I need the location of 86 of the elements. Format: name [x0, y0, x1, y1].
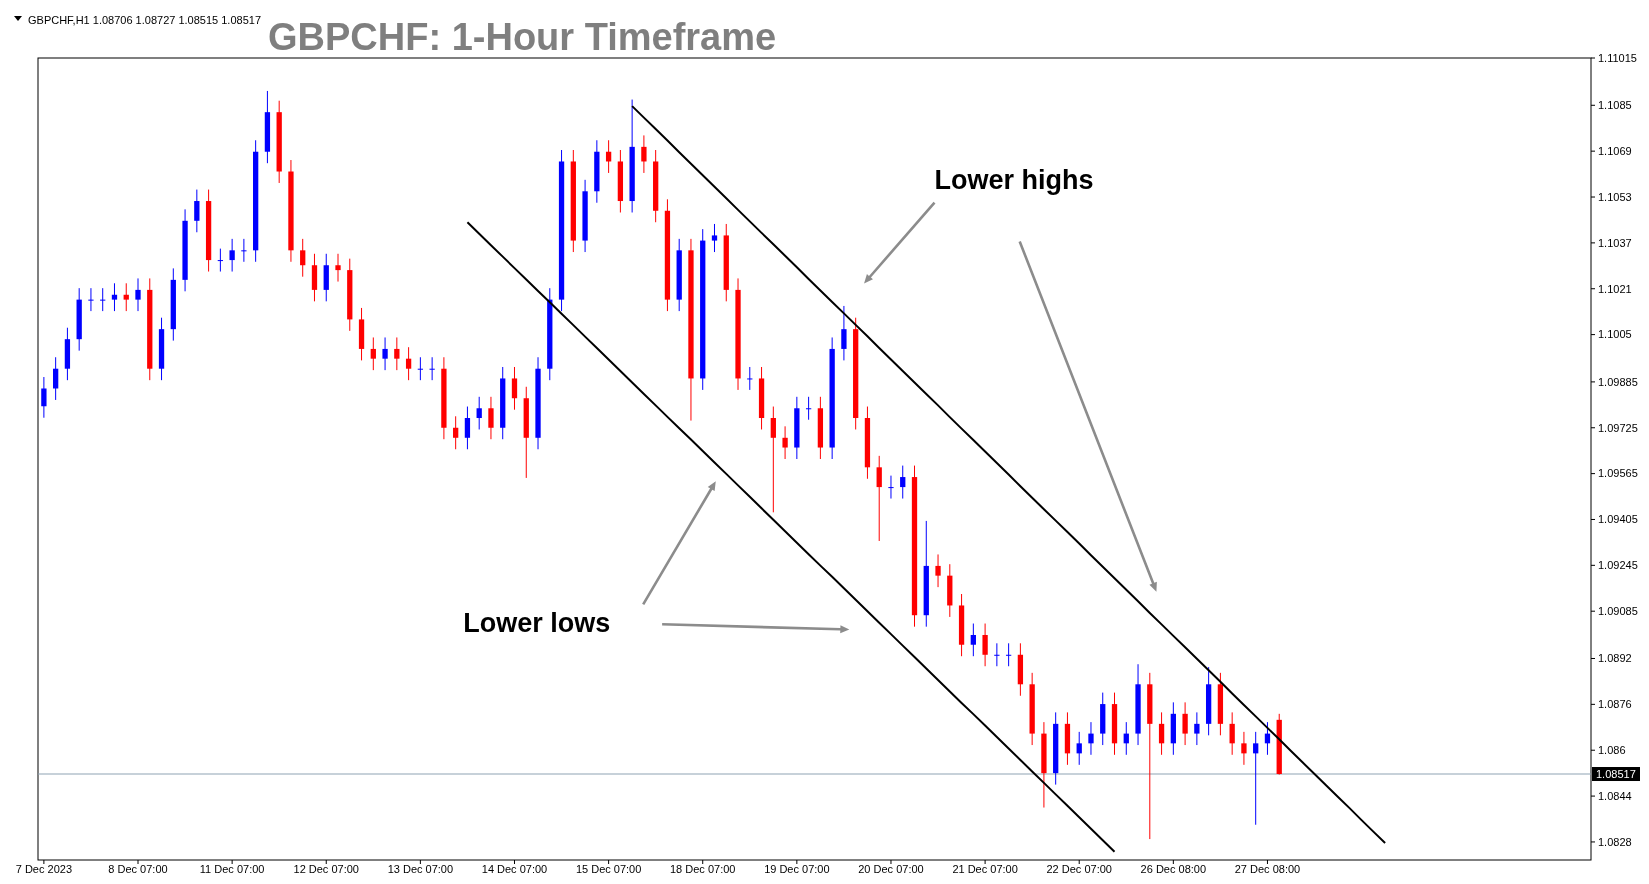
candlestick: [41, 376, 47, 419]
y-tick-label: 1.09405: [1598, 513, 1638, 526]
y-tick-label: 1.1053: [1598, 190, 1632, 203]
x-tick-label: 14 Dec 07:00: [481, 863, 548, 875]
y-tick-label: 1.09085: [1598, 605, 1638, 618]
x-tick-label: 18 Dec 07:00: [670, 863, 736, 875]
candlestick: [300, 238, 306, 278]
candlestick: [123, 282, 129, 312]
candlestick: [229, 238, 235, 273]
candlestick: [888, 475, 894, 500]
candlestick: [241, 238, 247, 263]
candlestick: [641, 134, 647, 174]
x-tick-label: 20 Dec 07:00: [858, 863, 924, 875]
candlestick: [511, 366, 518, 411]
text: GBPCHF,H1 1.08706 1.08727 1.08515 1.08517: [28, 14, 262, 26]
y-tick-label: 1.09565: [1598, 467, 1638, 480]
y-tick-label: 1.1085: [1598, 99, 1632, 112]
x-tick-label: 26 Dec 08:00: [1140, 863, 1207, 875]
candlestick: [476, 396, 482, 430]
candlestick: [970, 623, 976, 657]
candlestick: [194, 189, 200, 233]
candlestick: [405, 346, 412, 381]
candlestick: [876, 455, 882, 542]
candlestick: [770, 406, 776, 513]
candlestick: [711, 223, 718, 253]
candlestick: [417, 356, 424, 381]
y-tick-label: 1.0844: [1598, 789, 1632, 802]
candlestick: [1194, 711, 1200, 746]
candlestick: [488, 396, 494, 440]
line-series: [466, 221, 1116, 853]
y-tick-label: 1.09245: [1598, 559, 1638, 572]
candlestick: [1182, 701, 1188, 746]
candlestick: [100, 287, 106, 312]
candlestick: [1241, 731, 1247, 766]
candlestick: [805, 396, 812, 421]
y-tick-label: 1.11015: [1598, 51, 1637, 64]
candlestick: [453, 415, 459, 450]
candlestick: [1253, 731, 1259, 826]
candlestick: [900, 465, 906, 500]
candlestick: [935, 553, 941, 588]
y-tick-label: 1.09885: [1598, 375, 1638, 388]
y-tick-label: 1.0828: [1598, 835, 1632, 848]
candlestick: [88, 287, 94, 312]
candlestick: [217, 248, 224, 273]
candlestick: [1005, 642, 1012, 667]
candlestick: [994, 642, 1000, 667]
y-tick-label: 1.09725: [1598, 421, 1638, 434]
x-tick-label: 22 Dec 07:00: [1046, 863, 1112, 875]
candlestick: [1158, 711, 1165, 756]
candlestick: [1088, 721, 1094, 756]
candlestick: [1229, 711, 1235, 756]
y-tick-label: 1.086: [1598, 744, 1626, 757]
x-tick-label: 11 Dec 07:00: [199, 863, 265, 875]
x-tick-label: 8 Dec 07:00: [108, 863, 168, 875]
x-tick-label: 7 Dec 2023: [15, 863, 73, 875]
y-tick-label: 1.1005: [1598, 328, 1632, 341]
candlestick: [394, 336, 400, 371]
candlestick: [1076, 731, 1082, 766]
candlestick: [382, 336, 388, 371]
candlestick: [370, 336, 376, 371]
ref-line-label: 1.08517: [1596, 767, 1636, 780]
candlestick: [782, 425, 788, 460]
y-tick-label: 1.1021: [1598, 282, 1632, 295]
annotation: Lower lows: [463, 607, 611, 638]
candlestick: [841, 305, 847, 361]
candlestick: [53, 356, 59, 401]
line-series: [631, 105, 1387, 845]
candlestick: [747, 366, 753, 391]
y-tick-label: 1.1037: [1598, 236, 1632, 249]
candlestick: [111, 282, 118, 312]
x-tick-label: 19 Dec 07:00: [764, 863, 830, 875]
x-tick-label: 21 Dec 07:00: [952, 863, 1018, 875]
y-tick-label: 1.0892: [1598, 652, 1632, 665]
candlestick: [429, 356, 435, 381]
chart-title: GBPCHF: 1-Hour Timeframe: [268, 16, 777, 58]
y-tick-label: 1.0876: [1598, 698, 1632, 711]
candlestick: [464, 406, 471, 450]
x-tick-label: 13 Dec 07:00: [387, 863, 454, 875]
x-tick-label: 15 Dec 07:00: [575, 863, 642, 875]
x-tick-label: 12 Dec 07:00: [293, 863, 359, 875]
candlestick: [982, 623, 988, 667]
annotation: Lower highs: [934, 164, 1094, 195]
y-tick-label: 1.1069: [1598, 145, 1632, 158]
x-tick-label: 27 Dec 08:00: [1234, 863, 1301, 875]
candlestick: [135, 277, 141, 312]
candlestick: [335, 253, 341, 283]
